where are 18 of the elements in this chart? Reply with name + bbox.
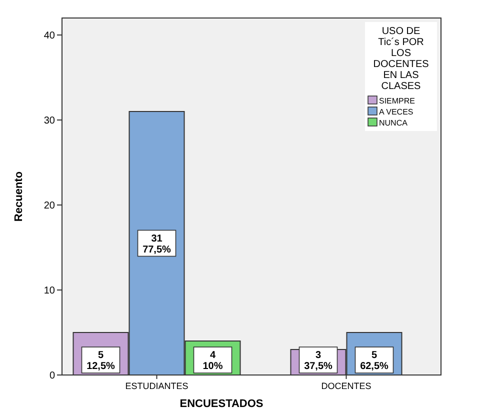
legend-label: SIEMPRE: [379, 96, 416, 106]
y-axis-title: Recuento: [13, 171, 25, 222]
data-label: 3 37,5%: [304, 350, 333, 372]
y-tick-label: 40: [44, 30, 56, 42]
y-tick-label: 0: [49, 370, 56, 382]
legend-title: USO DE Tic´s POR LOS DOCENTES EN LAS CLASES: [373, 26, 430, 92]
y-tick-label: 20: [44, 200, 56, 212]
x-tick-label: ESTUDIANTES: [125, 381, 188, 391]
data-label: 5 12,5%: [86, 350, 116, 372]
x-axis-title: ENCUESTADOS: [180, 398, 264, 410]
legend-label: A VECES: [379, 108, 414, 116]
legend-label: NUNCA: [379, 118, 408, 128]
data-label: 5 62,5%: [360, 350, 389, 372]
y-tick-label: 10: [44, 286, 56, 296]
data-label: 31 77,5%: [142, 233, 172, 256]
y-tick-label: 30: [44, 116, 56, 126]
data-label: 4 10%: [202, 350, 223, 372]
x-tick-label: DOCENTES: [321, 381, 372, 391]
